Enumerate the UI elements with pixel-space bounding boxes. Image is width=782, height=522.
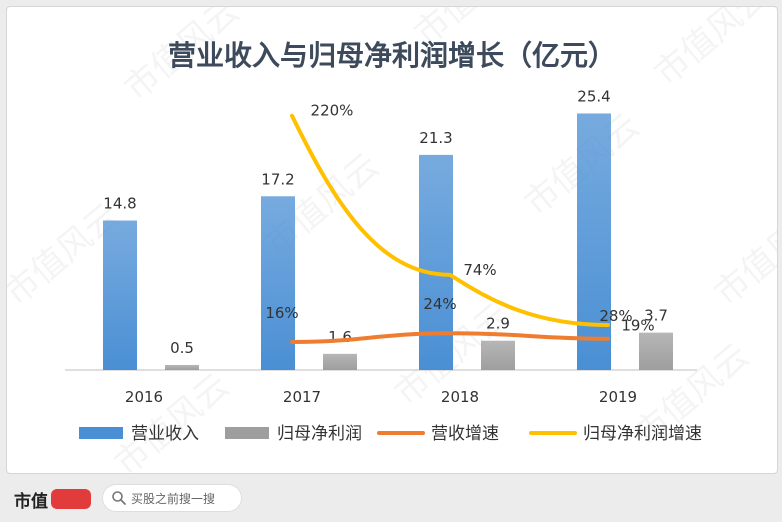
x-tick-label: 2017 — [283, 388, 321, 406]
watermark-text: 市值风云 — [707, 196, 777, 314]
legend-label: 归母净利润增速 — [583, 424, 702, 444]
brand-badge-icon — [51, 489, 91, 509]
bar-profit — [481, 341, 515, 370]
line-data-label: 24% — [423, 295, 456, 313]
brand-name: 市值 — [14, 487, 48, 512]
legend-swatch — [225, 427, 269, 439]
bar-data-label: 25.4 — [577, 87, 610, 105]
line-data-label: 74% — [463, 261, 496, 279]
line-data-label: 220% — [311, 102, 354, 120]
search-box[interactable]: 买股之前搜一搜 — [102, 484, 242, 512]
legend-swatch — [79, 427, 123, 439]
bar-data-label: 14.8 — [103, 195, 136, 213]
chart: 市值风云市值风云市值风云市值风云市值风云市值风云市值风云市值风云市值风云市值风云… — [7, 7, 777, 473]
bar-profit — [639, 333, 673, 370]
watermark-text: 市值风云 — [647, 7, 777, 94]
search-placeholder: 买股之前搜一搜 — [131, 490, 215, 507]
bar-revenue — [261, 196, 295, 370]
bar-profit — [165, 365, 199, 370]
bar-data-label: 0.5 — [170, 339, 194, 357]
legend-label: 归母净利润 — [277, 424, 362, 444]
search-icon — [111, 490, 127, 506]
footer: 市值 买股之前搜一搜 — [0, 476, 782, 522]
legend-label: 营收增速 — [431, 424, 499, 444]
x-tick-label: 2018 — [441, 388, 479, 406]
line-data-label: 28% — [599, 307, 632, 325]
bar-data-label: 2.9 — [486, 315, 510, 333]
bar-data-label: 17.2 — [261, 170, 294, 188]
bar-data-label: 1.6 — [328, 328, 352, 346]
line-data-label: 16% — [265, 304, 298, 322]
chart-card: 市值风云市值风云市值风云市值风云市值风云市值风云市值风云市值风云市值风云市值风云… — [6, 6, 778, 474]
x-tick-label: 2019 — [599, 388, 637, 406]
bar-revenue — [419, 155, 453, 370]
bar-revenue — [103, 221, 137, 370]
bar-revenue — [577, 113, 611, 370]
brand-logo[interactable]: 市值 — [14, 486, 91, 512]
x-tick-label: 2016 — [125, 388, 163, 406]
watermark-text: 市值风云 — [107, 366, 237, 473]
legend-label: 营业收入 — [131, 424, 199, 444]
chart-title: 营业收入与归母净利润增长（亿元） — [168, 39, 616, 72]
bar-profit — [323, 354, 357, 370]
bar-data-label: 21.3 — [419, 129, 452, 147]
